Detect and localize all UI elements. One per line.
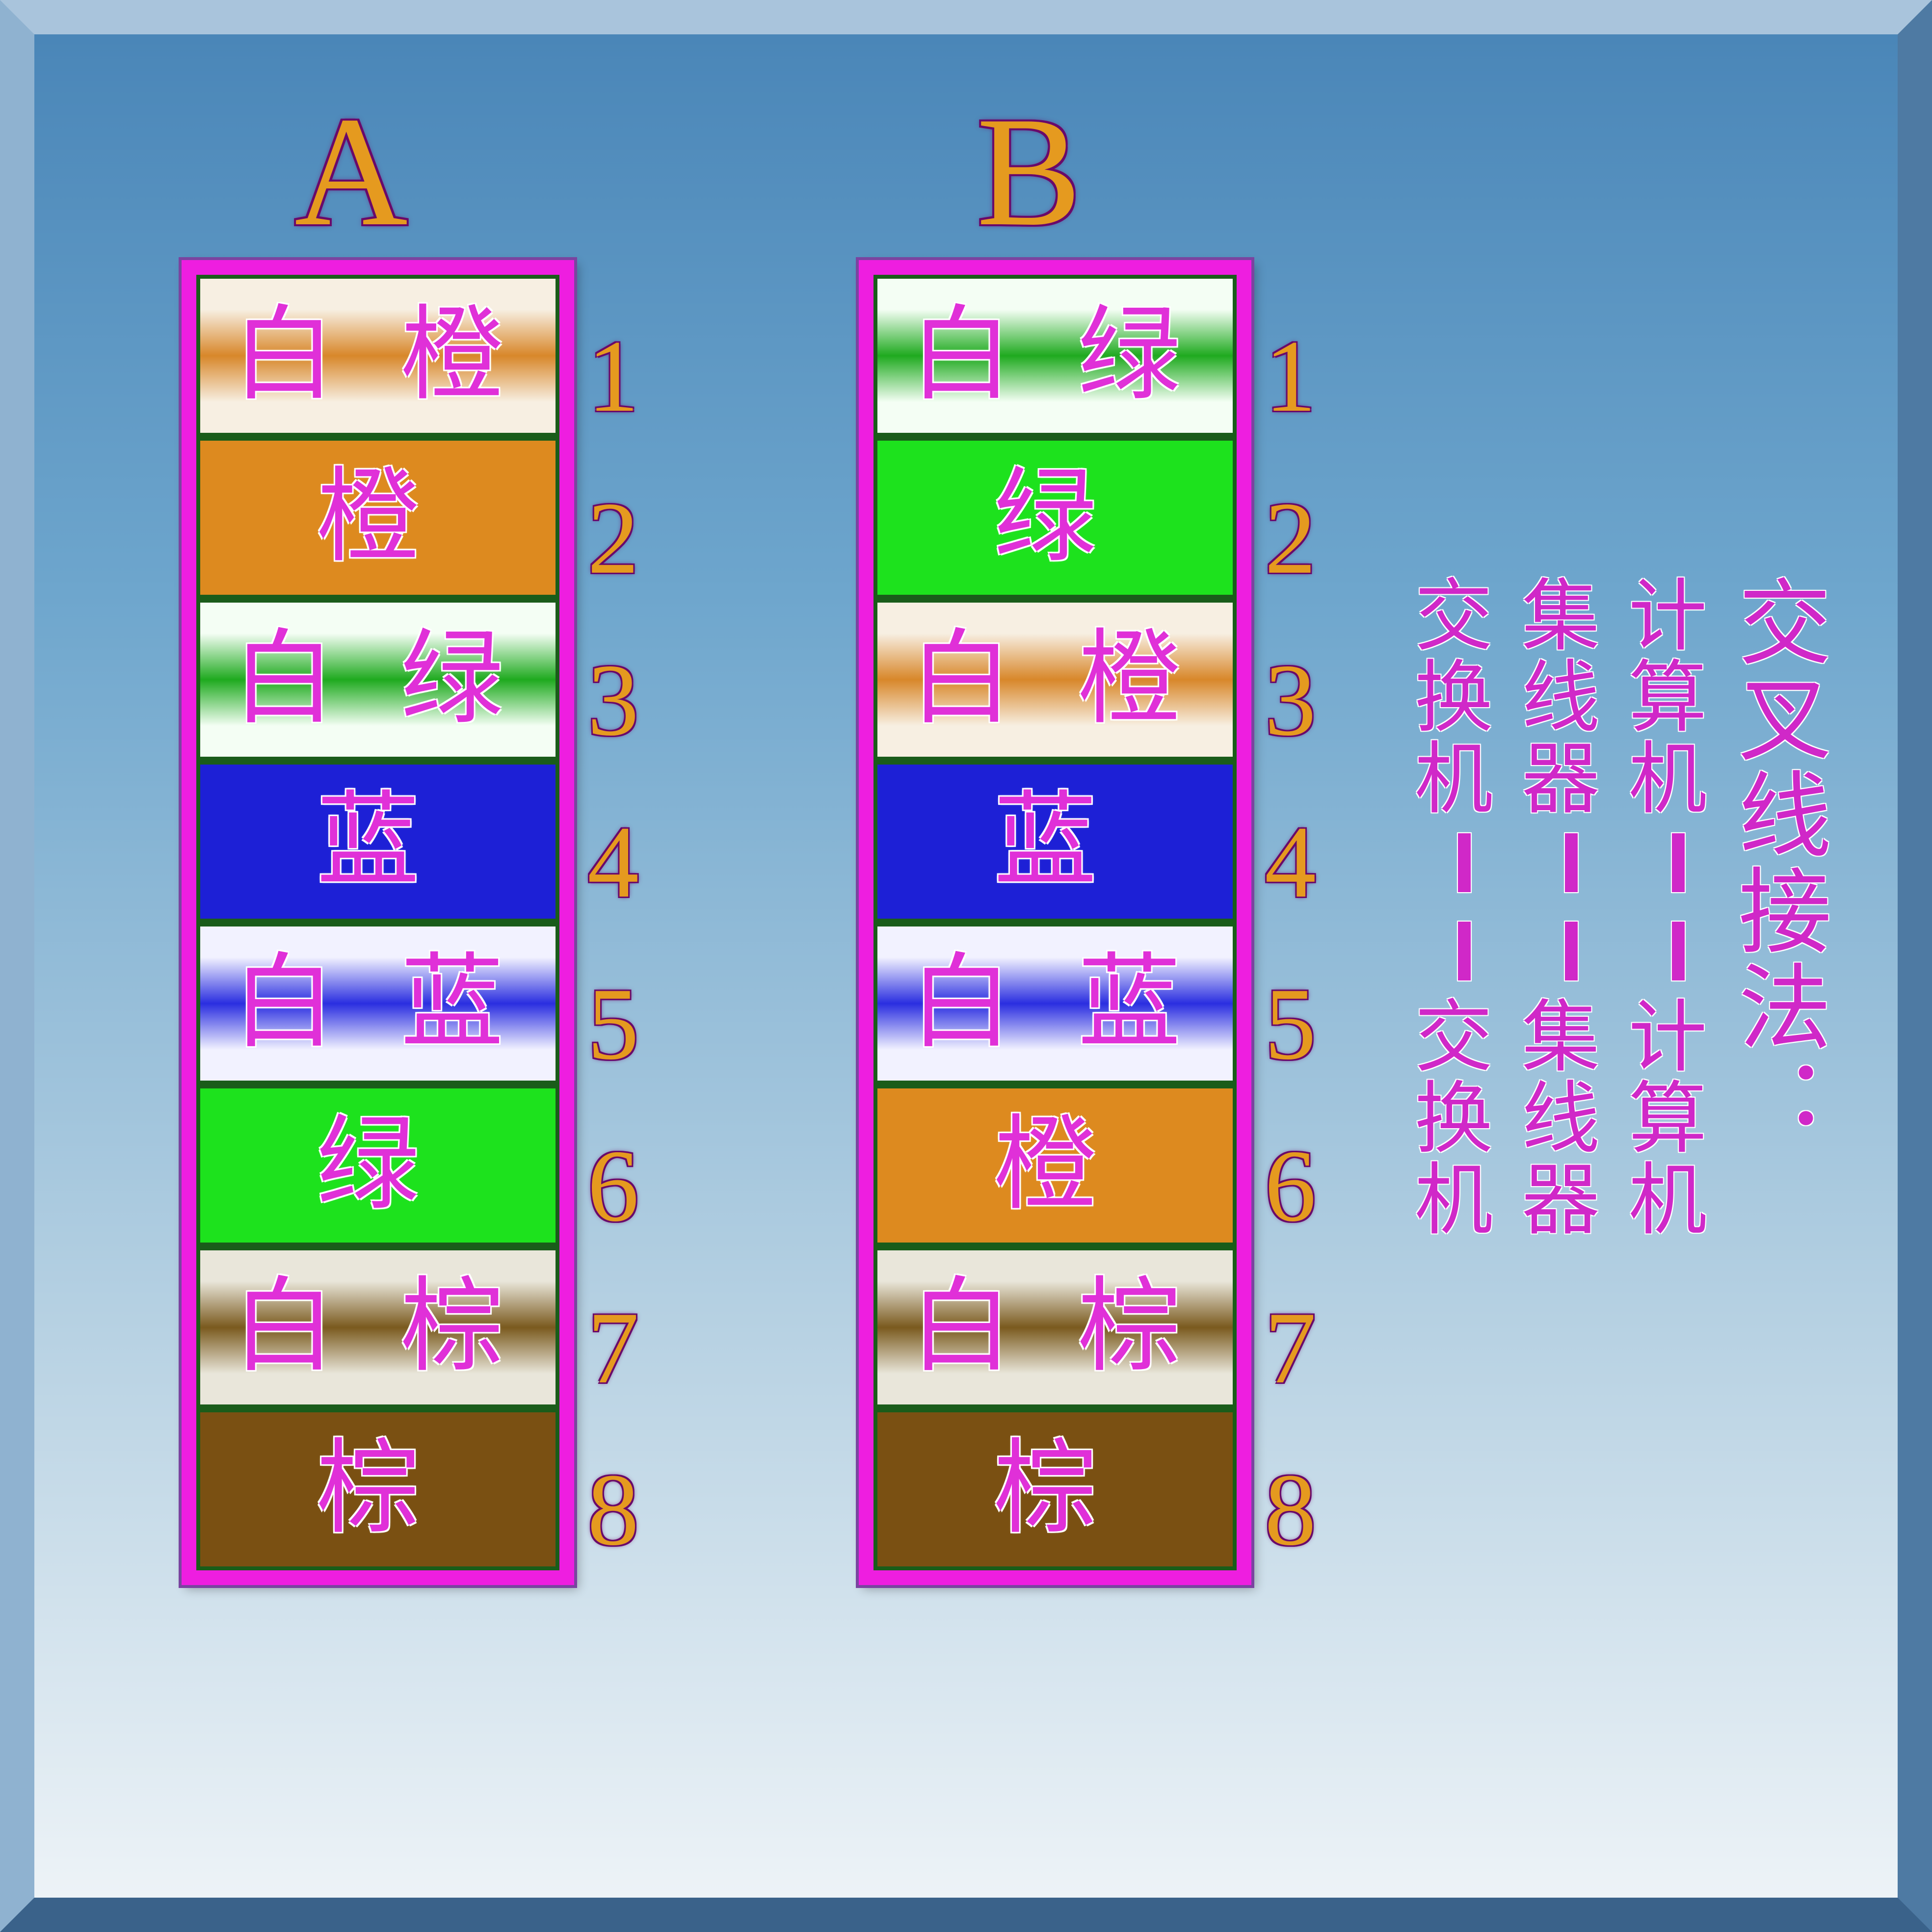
wire-number: 5 xyxy=(587,973,639,1076)
wire-number: 3 xyxy=(1265,649,1316,752)
wire-number: 7 xyxy=(1265,1297,1316,1400)
wire-number: 4 xyxy=(587,811,639,914)
wire-row: 橙6 xyxy=(873,1085,1237,1246)
wire-row: 白 蓝5 xyxy=(873,923,1237,1085)
wire-label: 白 橙 xyxy=(233,304,524,407)
wire-label: 绿 xyxy=(994,466,1116,569)
wire-label: 棕 xyxy=(317,1438,439,1541)
legend-line: 计算机计算机 xyxy=(1619,574,1702,1240)
column-a-title: A xyxy=(294,93,408,250)
wire-number: 2 xyxy=(1265,487,1316,590)
wire-number: 1 xyxy=(587,325,639,428)
wire-number: 2 xyxy=(587,487,639,590)
legend-title: 交叉线接法： xyxy=(1726,574,1825,1240)
wire-label: 橙 xyxy=(994,1114,1116,1217)
wire-label: 蓝 xyxy=(317,790,439,893)
wire-label: 白 绿 xyxy=(233,628,524,731)
wire-number: 4 xyxy=(1265,811,1316,914)
connector-b: 白 绿1绿2白 橙3蓝4白 蓝5橙6白 棕7棕8 xyxy=(859,260,1251,1585)
wire-label: 白 棕 xyxy=(910,1276,1201,1379)
wire-row: 绿2 xyxy=(873,437,1237,599)
diagram-frame: A B 白 橙1橙2白 绿3蓝4白 蓝5绿6白 棕7棕8 白 绿1绿2白 橙3蓝… xyxy=(0,0,1932,1932)
wire-row: 白 绿3 xyxy=(196,599,559,761)
wire-row: 白 绿1 xyxy=(873,275,1237,437)
wire-number: 1 xyxy=(1265,325,1316,428)
wire-row: 白 棕7 xyxy=(873,1246,1237,1408)
wire-label: 棕 xyxy=(994,1438,1116,1541)
connector-a: 白 橙1橙2白 绿3蓝4白 蓝5绿6白 棕7棕8 xyxy=(182,260,574,1585)
wire-row: 白 橙3 xyxy=(873,599,1237,761)
wire-row: 棕8 xyxy=(196,1408,559,1570)
wire-label: 白 蓝 xyxy=(910,952,1201,1055)
wire-number: 8 xyxy=(587,1458,639,1561)
wire-number: 8 xyxy=(1265,1458,1316,1561)
wire-number: 6 xyxy=(587,1135,639,1238)
wire-row: 蓝4 xyxy=(873,761,1237,923)
wire-row: 棕8 xyxy=(873,1408,1237,1570)
wire-label: 橙 xyxy=(317,466,439,569)
wire-label: 蓝 xyxy=(994,790,1116,893)
wire-row: 白 橙1 xyxy=(196,275,559,437)
wire-number: 5 xyxy=(1265,973,1316,1076)
wire-number: 7 xyxy=(587,1297,639,1400)
wire-label: 白 橙 xyxy=(910,628,1201,731)
wire-label: 白 绿 xyxy=(910,304,1201,407)
wire-label: 绿 xyxy=(317,1114,439,1217)
wire-row: 蓝4 xyxy=(196,761,559,923)
wire-label: 白 棕 xyxy=(233,1276,524,1379)
wire-label: 白 蓝 xyxy=(233,952,524,1055)
wire-row: 白 蓝5 xyxy=(196,923,559,1085)
wire-row: 绿6 xyxy=(196,1085,559,1246)
legend: 交叉线接法： 计算机计算机集线器集线器交换机交换机 xyxy=(1405,574,1825,1240)
wire-row: 橙2 xyxy=(196,437,559,599)
legend-line: 集线器集线器 xyxy=(1512,574,1595,1240)
wire-number: 3 xyxy=(587,649,639,752)
legend-line: 交换机交换机 xyxy=(1405,574,1488,1240)
column-b-title: B xyxy=(977,93,1081,250)
wire-row: 白 棕7 xyxy=(196,1246,559,1408)
wire-number: 6 xyxy=(1265,1135,1316,1238)
